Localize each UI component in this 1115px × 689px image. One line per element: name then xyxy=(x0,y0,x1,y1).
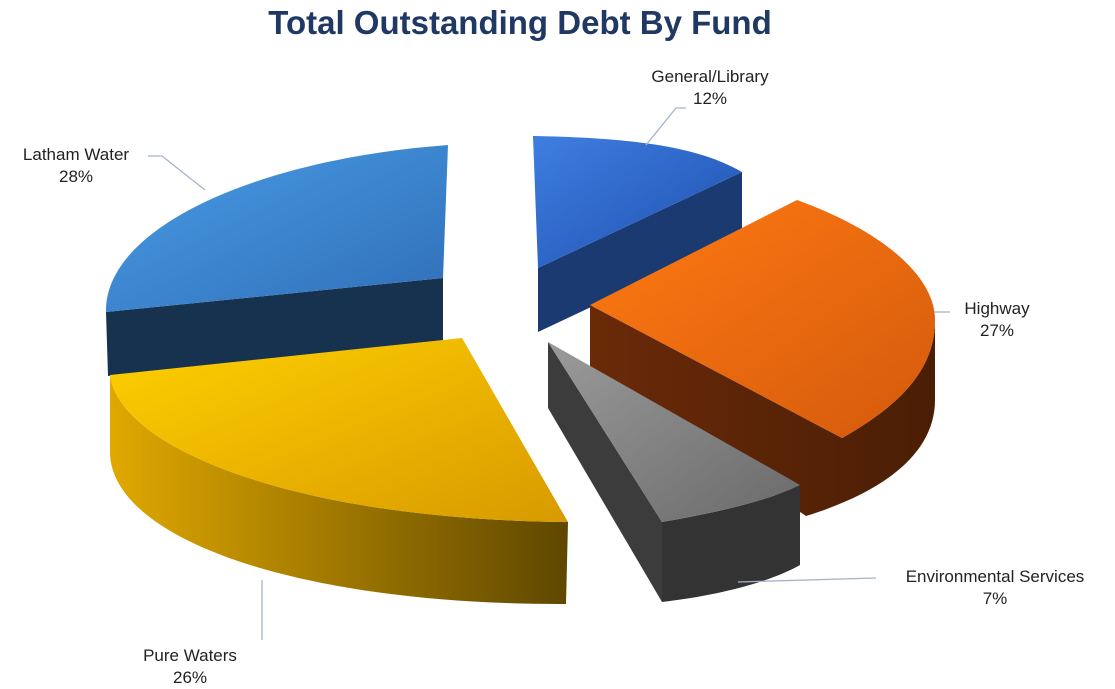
slice-pure-waters-side xyxy=(110,375,568,605)
slice-latham-water-side xyxy=(106,278,443,376)
label-environmental-services: Environmental Services 7% xyxy=(880,566,1110,610)
label-latham-water: Latham Water 28% xyxy=(6,144,146,188)
slice-environmental-services-front xyxy=(662,485,800,602)
label-general-library: General/Library 12% xyxy=(645,66,775,110)
label-general-library-name: General/Library xyxy=(651,67,769,86)
label-environmental-services-name: Environmental Services xyxy=(905,567,1085,586)
label-highway-value: 27% xyxy=(979,321,1015,340)
leader-environmental-services xyxy=(737,577,877,583)
label-environmental-services-value: 7% xyxy=(982,589,1008,608)
slice-highway-top xyxy=(590,200,935,438)
slice-general-library-side xyxy=(538,172,742,332)
leader-general-library xyxy=(645,107,686,146)
label-pure-waters-name: Pure Waters xyxy=(143,646,237,665)
label-pure-waters-value: 26% xyxy=(172,668,208,687)
label-highway: Highway 27% xyxy=(954,298,1040,342)
leader-lines xyxy=(148,107,950,640)
slice-general-library xyxy=(533,136,742,332)
label-pure-waters: Pure Waters 26% xyxy=(130,645,250,689)
slice-highway-side xyxy=(590,305,935,516)
label-general-library-value: 12% xyxy=(692,89,728,108)
leader-latham-water xyxy=(148,155,206,191)
slice-latham-water xyxy=(105,145,448,376)
slice-pure-waters-top xyxy=(110,338,568,522)
slice-environmental-services-side xyxy=(548,342,662,602)
label-latham-water-value: 28% xyxy=(58,167,94,186)
slice-latham-water-top xyxy=(105,145,448,312)
slice-general-library-top xyxy=(533,136,742,268)
label-latham-water-name: Latham Water xyxy=(22,145,130,164)
label-highway-name: Highway xyxy=(964,299,1030,318)
slice-pure-waters xyxy=(110,338,568,605)
slice-environmental-services xyxy=(548,342,800,602)
slice-environmental-services-top xyxy=(548,342,800,522)
slice-highway xyxy=(590,200,935,516)
chart-title: Total Outstanding Debt By Fund xyxy=(268,4,772,41)
